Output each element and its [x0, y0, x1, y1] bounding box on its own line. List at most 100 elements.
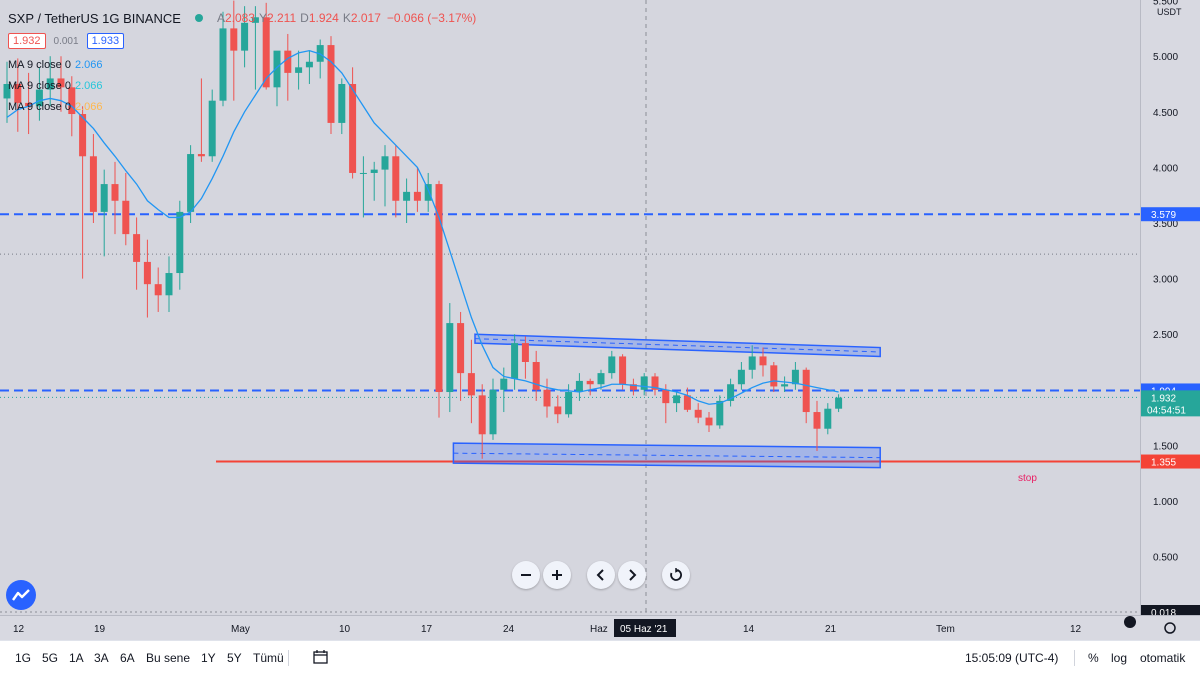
chart-area[interactable]: stop: [0, 0, 1140, 615]
price-tick-label: 0.500: [1153, 553, 1178, 564]
candle-body: [683, 395, 691, 410]
chart-legend: SXP / TetherUS 1G BINANCE A 2.083 Y 2.211 …: [8, 8, 476, 117]
indicator-value: 2.066: [74, 100, 103, 113]
price-tick-label: 1.500: [1153, 441, 1178, 452]
log-scale-toggle[interactable]: log: [1111, 651, 1128, 665]
price-tick-label: 4.500: [1153, 108, 1178, 119]
countdown-label: 04:54:51: [1147, 405, 1186, 416]
candle-body: [89, 156, 97, 212]
candle-body: [392, 156, 400, 201]
time-tick-label: Haz: [590, 624, 608, 635]
zoom-in-button[interactable]: [543, 561, 571, 589]
candle-body: [532, 362, 540, 390]
auto-scale-toggle[interactable]: otomatik: [1140, 651, 1186, 665]
candle-body: [187, 154, 195, 212]
range-1m[interactable]: 1A: [69, 651, 84, 665]
candle-body: [403, 191, 411, 201]
range-3m[interactable]: 3A: [94, 651, 109, 665]
candle-body: [176, 211, 184, 274]
time-axis[interactable]: 12 19 May 10 17 24 Haz 14 21 Tem 12 05 Haz '21: [0, 615, 1200, 640]
chevron-right-icon: [629, 569, 637, 581]
range-1d[interactable]: 1G: [15, 651, 32, 665]
candle-body: [424, 184, 432, 201]
candle-body: [500, 378, 508, 390]
price-axis[interactable]: USDT5.5005.0004.5004.0003.5003.0002.5002…: [1140, 0, 1200, 619]
candle-body: [262, 17, 270, 88]
range-ytd[interactable]: Bu sene: [146, 651, 191, 665]
candle-body: [575, 380, 583, 393]
percent-scale-toggle[interactable]: %: [1088, 651, 1099, 665]
candle-body: [165, 273, 173, 296]
spread-value: 0.001: [53, 35, 79, 47]
sell-price-button[interactable]: 1.932: [8, 33, 46, 49]
time-tick-label: 10: [339, 624, 351, 635]
ohlc-close: 2.017: [350, 11, 381, 25]
candle-body: [381, 156, 389, 170]
time-tick-label: 17: [421, 624, 433, 635]
settings-gear-icon: [1164, 622, 1176, 634]
symbol-title[interactable]: SXP / TetherUS 1G BINANCE: [8, 10, 181, 26]
indicator-ma-3[interactable]: MA 9 close 0 2.066: [8, 96, 476, 117]
logo-mountain-icon: [12, 589, 30, 601]
candle-body: [662, 389, 670, 404]
time-axis-svg: 12 19 May 10 17 24 Haz 14 21 Tem 12 05 Haz '21: [13, 616, 1176, 637]
calendar-range-icon: [313, 650, 328, 664]
candle-body: [791, 369, 799, 385]
candle-body: [543, 389, 551, 407]
timezone-clock[interactable]: 15:05:09 (UTC-4): [965, 651, 1059, 665]
minus-icon: [521, 574, 531, 576]
candle-body: [111, 184, 119, 201]
price-tick-label: 5.000: [1153, 52, 1178, 63]
candle-body: [133, 234, 141, 262]
time-tick-label: 14: [743, 624, 755, 635]
candle-body: [284, 50, 292, 73]
price-tick-label: 3.000: [1153, 275, 1178, 286]
crosshair-date-label: 05 Haz '21: [620, 624, 668, 635]
candle-body: [197, 154, 205, 157]
scale-settings-icon: [1124, 616, 1136, 628]
candle-body: [273, 50, 281, 88]
reset-icon: [670, 568, 682, 581]
tradingview-logo-icon[interactable]: [6, 580, 36, 610]
price-tick-label: 2.500: [1153, 330, 1178, 341]
candle-body: [673, 395, 681, 404]
range-5y[interactable]: 5Y: [227, 651, 242, 665]
time-tick-label: 12: [1070, 624, 1082, 635]
reset-chart-button[interactable]: [662, 561, 690, 589]
range-6m[interactable]: 6A: [120, 651, 135, 665]
candlestick-chart[interactable]: stop: [0, 0, 1140, 615]
zoom-out-button[interactable]: [512, 561, 540, 589]
candle-body: [338, 84, 346, 123]
channel-lower-midline: [453, 452, 881, 459]
range-all[interactable]: Tümü: [253, 651, 284, 665]
bottom-toolbar: 1G 5G 1A 3A 6A Bu sene 1Y 5Y Tümü 15:05:…: [0, 640, 1200, 674]
price-label-stop-bg: [1141, 454, 1200, 469]
candle-body: [122, 200, 130, 235]
scroll-left-button[interactable]: [587, 561, 615, 589]
indicator-ma-1[interactable]: MA 9 close 0 2.066: [8, 54, 476, 75]
candle-body: [230, 28, 238, 51]
range-5d[interactable]: 5G: [42, 651, 59, 665]
time-tick-label: May: [231, 624, 250, 635]
candle-body: [586, 380, 594, 385]
candle-body: [813, 412, 821, 429]
ohlc-high-label: Y: [258, 11, 267, 25]
candle-body: [640, 376, 648, 390]
buy-price-button[interactable]: 1.933: [86, 33, 125, 49]
ohlc-close-label: K: [342, 11, 351, 25]
scroll-right-button[interactable]: [618, 561, 646, 589]
market-status-icon: [194, 14, 203, 22]
indicator-ma-2[interactable]: MA 9 close 0 2.066: [8, 75, 476, 96]
price-label-3579-bg: [1141, 207, 1200, 222]
price-label-3579-group: 3.579: [1141, 207, 1200, 222]
candle-body: [57, 78, 65, 88]
candle-body: [457, 323, 465, 374]
candle-body: [802, 369, 810, 413]
candle-body: [521, 343, 529, 362]
ohlc-change: −0.066 (−3.17%): [386, 11, 477, 25]
price-axis-svg: USDT5.5005.0004.5004.0003.5003.0002.5002…: [1141, 0, 1200, 619]
range-1y[interactable]: 1Y: [201, 651, 216, 665]
date-range-button[interactable]: [312, 649, 330, 670]
ohlc-high: 2.211: [267, 11, 297, 25]
time-tick-label: Tem: [936, 624, 955, 635]
